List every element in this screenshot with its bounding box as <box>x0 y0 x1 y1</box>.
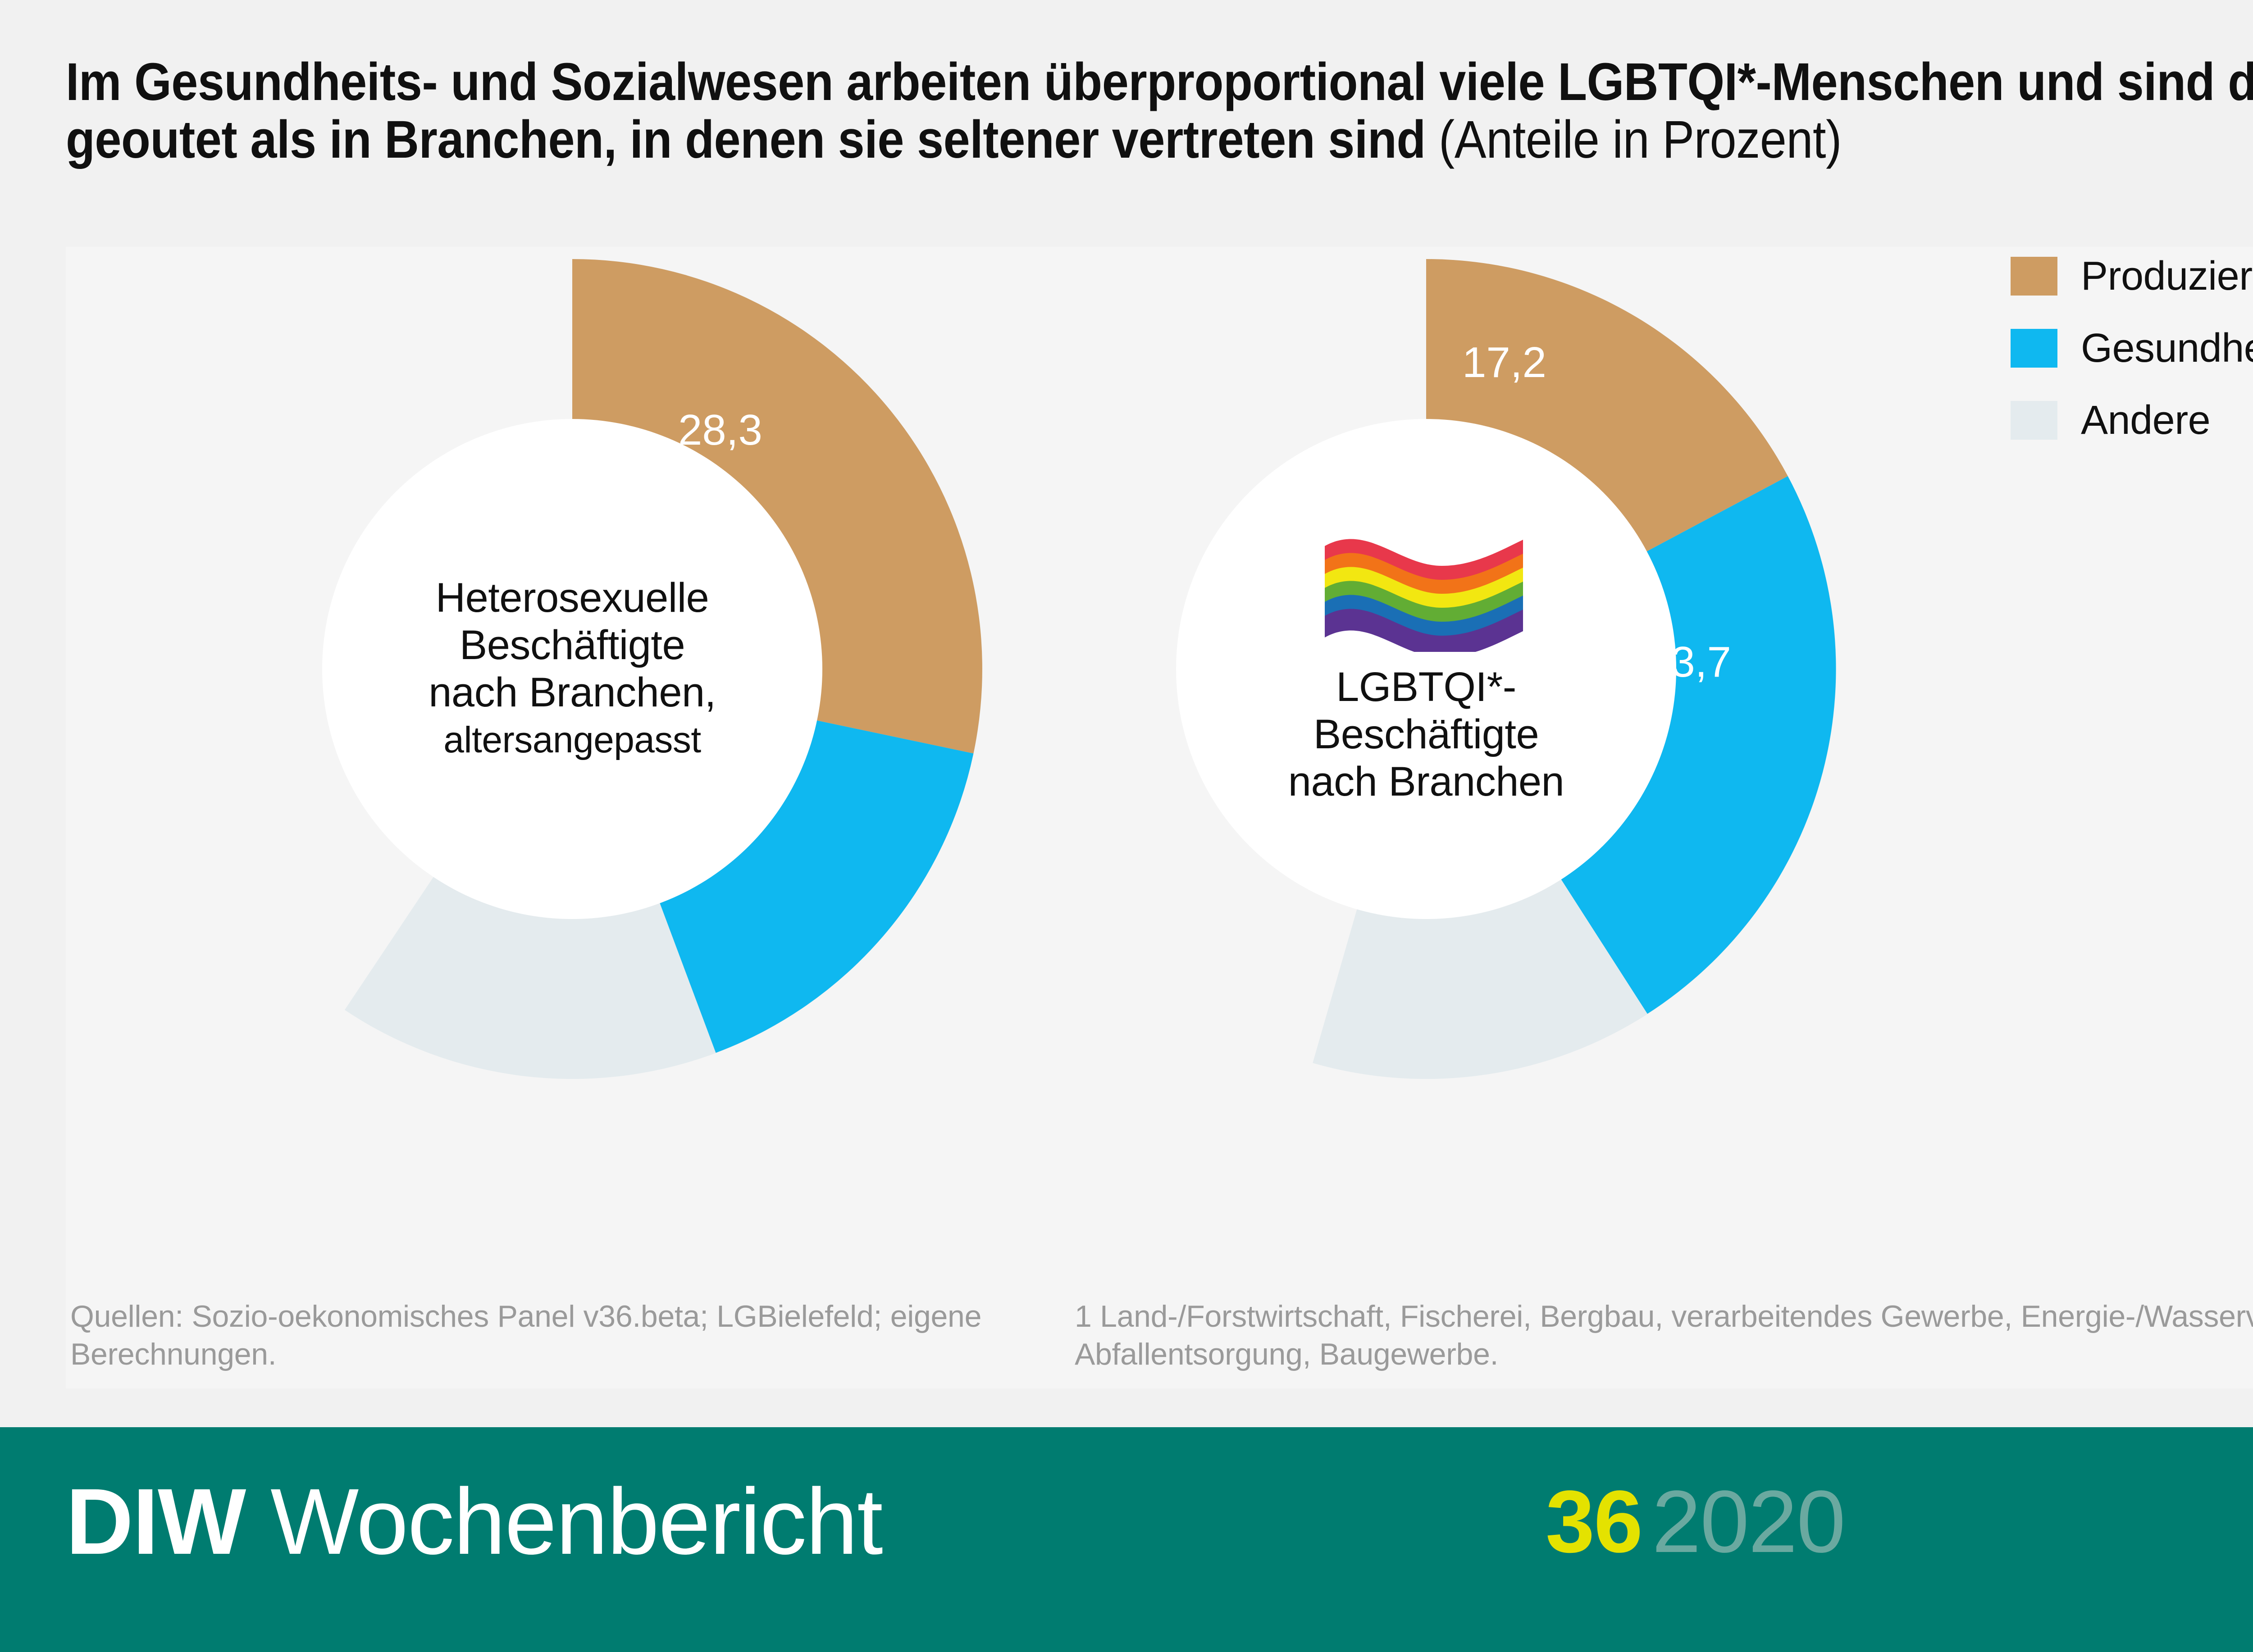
legend-swatch-gesundheit <box>2011 329 2057 368</box>
legend-label-gesundheit: Gesundheits- und Sozialwesen <box>2081 326 2253 371</box>
legend-item-andere[interactable]: Andere <box>2011 398 2253 443</box>
footer-issue-number: 36 <box>1546 1472 1643 1571</box>
title-line-2-bold: geoutet als in Branchen, in denen sie se… <box>66 110 1426 169</box>
legend-label-andere: Andere <box>2081 398 2211 443</box>
footer-brand-diw: DIW <box>66 1470 246 1574</box>
title-line-2: geoutet als in Branchen, in denen sie se… <box>66 111 2253 168</box>
legend-label-text-0: Produzierendes Gewerbe und primärer Sekt… <box>2081 254 2253 299</box>
legend-swatch-produzierendes <box>2011 257 2057 296</box>
footer-issue-year: 2020 <box>1652 1472 1846 1571</box>
donut-1-hole <box>322 419 822 919</box>
donut-2-hole <box>1176 419 1676 919</box>
legend-item-gesundheits-sozialwesen[interactable]: Gesundheits- und Sozialwesen <box>2011 326 2253 371</box>
page-title: Im Gesundheits- und Sozialwesen arbeiten… <box>66 53 2253 168</box>
donut-2-label-gesundheit: 23,7 <box>1647 638 1731 686</box>
donut-1-label-gesundheit: 16,0 <box>671 760 756 808</box>
donut-1-svg <box>322 259 982 1079</box>
donut-1-label-produzierendes: 28,3 <box>678 406 762 454</box>
footer-issue: 36 2020 <box>1546 1478 1846 1566</box>
legend-item-produzierendes-gewerbe[interactable]: Produzierendes Gewerbe und primärer Sekt… <box>2011 256 2253 296</box>
footnote-1: 1 Land-/Forstwirtschaft, Fischerei, Berg… <box>1075 1299 2253 1371</box>
footer-brand-wochenbericht: Wochenbericht <box>270 1470 883 1574</box>
donut-chart-heterosexuelle[interactable]: Heterosexuelle Beschäftigte nach Branche… <box>162 259 982 1079</box>
source-note: Quellen: Sozio-oekonomisches Panel v36.b… <box>70 1299 982 1371</box>
donut-2-label-produzierendes: 17,2 <box>1462 338 1546 387</box>
donut-chart-lgbtqi[interactable]: LGBTQI*- Beschäftigte nach Branchen 17,2… <box>1016 259 1836 1079</box>
legend-label-produzierendes: Produzierendes Gewerbe und primärer Sekt… <box>2081 256 2253 296</box>
legend-swatch-andere <box>2011 401 2057 440</box>
legend: Produzierendes Gewerbe und primärer Sekt… <box>2011 256 2253 473</box>
title-line-2-regular: (Anteile in Prozent) <box>1438 110 1842 169</box>
title-line-1: Im Gesundheits- und Sozialwesen arbeiten… <box>66 52 2253 112</box>
footer-brand: DIW Wochenbericht <box>66 1475 883 1569</box>
